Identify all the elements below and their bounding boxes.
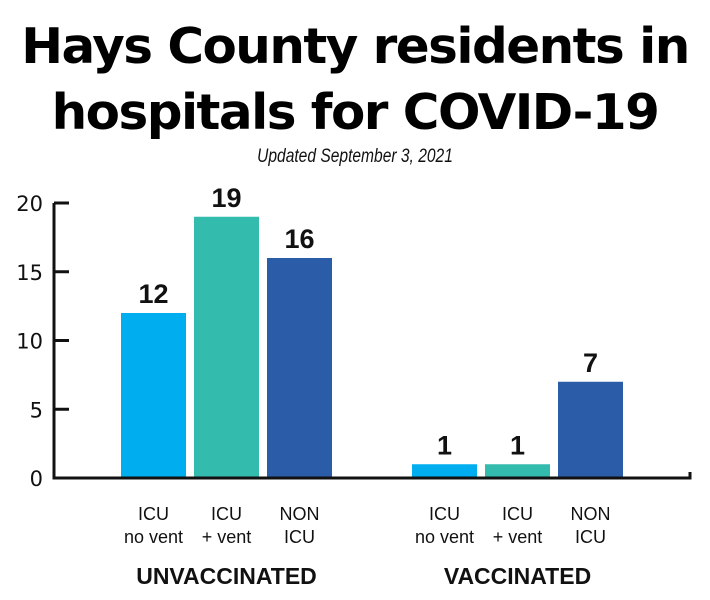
data-label: 16 [284, 224, 314, 254]
bar [412, 464, 477, 478]
category-label-line-2: + vent [493, 527, 543, 547]
data-label: 19 [211, 183, 241, 213]
chart-title-line-2: hospitals for COVID-19 [51, 84, 660, 141]
data-label: 12 [138, 279, 168, 309]
group-label: VACCINATED [444, 563, 591, 589]
bar [194, 216, 259, 478]
bar [558, 381, 623, 478]
y-tick-label: 10 [16, 330, 43, 354]
bar [485, 464, 550, 478]
category-label-line-2: ICU [575, 527, 606, 547]
category-label-line-2: + vent [202, 527, 252, 547]
category-label-line-1: ICU [211, 504, 242, 524]
category-label-line-1: ICU [502, 504, 533, 524]
y-tick-label: 15 [16, 261, 43, 285]
data-label: 1 [437, 430, 452, 460]
category-label-line-1: NON [571, 504, 611, 524]
y-tick-label: 5 [30, 398, 43, 422]
category-label-line-1: ICU [138, 504, 169, 524]
data-label: 1 [510, 430, 525, 460]
category-label-line-1: NON [280, 504, 320, 524]
chart-title-line-1: Hays County residents in [21, 18, 690, 75]
bar [121, 313, 186, 478]
bar [267, 258, 332, 478]
category-label-line-1: ICU [429, 504, 460, 524]
y-tick-label: 20 [16, 192, 43, 216]
category-label-line-2: ICU [284, 527, 315, 547]
chart-subtitle: Updated September 3, 2021 [257, 146, 453, 167]
data-label: 7 [583, 348, 598, 378]
category-label-line-2: no vent [124, 527, 183, 547]
y-tick-label: 0 [30, 467, 43, 491]
group-label: UNVACCINATED [136, 563, 317, 589]
category-label-line-2: no vent [415, 527, 474, 547]
